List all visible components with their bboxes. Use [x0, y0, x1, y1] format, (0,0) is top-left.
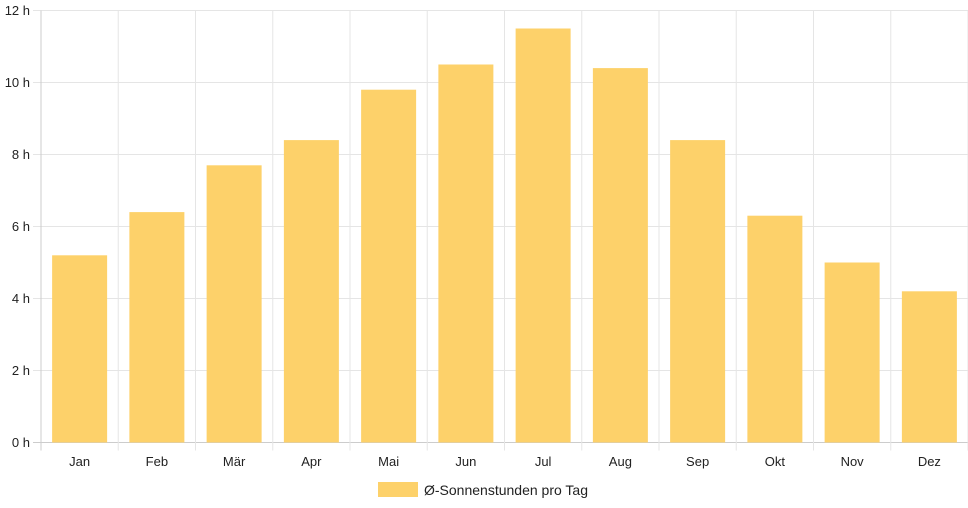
- x-tick-label: Mai: [378, 454, 399, 469]
- bar-dez[interactable]: [901, 291, 957, 443]
- bar-nov[interactable]: [824, 262, 880, 443]
- y-tick-label: 0 h: [12, 435, 30, 450]
- x-tick-label: Jan: [69, 454, 90, 469]
- x-axis-ticks: Jan Feb Mär Apr Mai Jun Jul Aug Sep Okt Nov Dez: [69, 454, 941, 469]
- x-tick-label: Okt: [765, 454, 786, 469]
- y-tick-label: 2 h: [12, 363, 30, 378]
- y-axis-ticks: 0 h 2 h 4 h 6 h 8 h 10 h 12 h: [5, 3, 30, 450]
- bars: [52, 28, 957, 443]
- bar-apr[interactable]: [283, 140, 339, 443]
- x-tick-label: Feb: [146, 454, 168, 469]
- x-tick-label: Aug: [609, 454, 632, 469]
- x-tick-label: Sep: [686, 454, 709, 469]
- bar-feb[interactable]: [129, 212, 185, 443]
- legend-swatch[interactable]: [378, 482, 418, 497]
- bar-jul[interactable]: [515, 28, 571, 443]
- x-tick-label: Apr: [301, 454, 322, 469]
- x-tick-label: Jun: [455, 454, 476, 469]
- bar-jan[interactable]: [52, 255, 108, 443]
- bar-mär[interactable]: [206, 165, 262, 443]
- bar-jun[interactable]: [438, 64, 494, 443]
- y-tick-label: 6 h: [12, 219, 30, 234]
- x-tick-label: Jul: [535, 454, 552, 469]
- y-tick-label: 12 h: [5, 3, 30, 18]
- grid: [33, 10, 968, 451]
- y-tick-label: 10 h: [5, 75, 30, 90]
- x-tick-label: Dez: [918, 454, 941, 469]
- y-tick-label: 8 h: [12, 147, 30, 162]
- y-tick-label: 4 h: [12, 291, 30, 306]
- bar-aug[interactable]: [592, 68, 648, 443]
- legend[interactable]: Ø-Sonnenstunden pro Tag: [378, 482, 588, 498]
- bar-sep[interactable]: [670, 140, 726, 443]
- bar-okt[interactable]: [747, 215, 803, 443]
- bar-mai[interactable]: [361, 89, 417, 443]
- x-tick-label: Mär: [223, 454, 246, 469]
- x-tick-label: Nov: [841, 454, 865, 469]
- legend-label[interactable]: Ø-Sonnenstunden pro Tag: [424, 482, 588, 498]
